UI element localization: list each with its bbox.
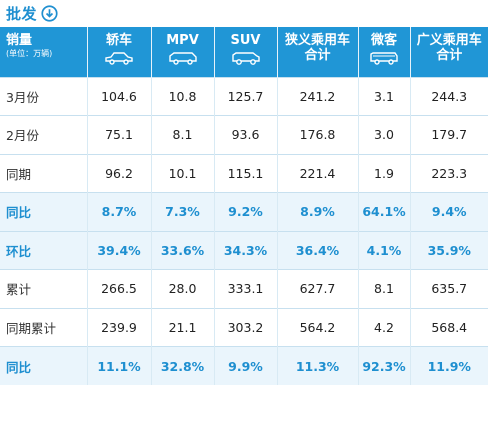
table-cell: 8.7% [87, 192, 152, 231]
table-cell: 9.4% [410, 192, 488, 231]
table-cell: 4.2 [358, 307, 411, 347]
download-icon[interactable] [41, 4, 58, 22]
table-header-row: 销量 (单位：万辆) 轿车 MPV SUV [0, 27, 488, 77]
column-header-suv: SUV [214, 27, 278, 77]
table-cell: 635.7 [410, 269, 488, 308]
table-cell: 303.2 [214, 307, 278, 347]
column-header-sales: 销量 (单位：万辆) [0, 27, 88, 77]
row-label: 累计 [0, 269, 88, 308]
column-header-label: 广义乘用车 [416, 33, 482, 48]
table-cell: 568.4 [410, 307, 488, 347]
row-label: 环比 [0, 230, 88, 270]
table-cell: 3.1 [358, 76, 411, 116]
table-cell: 564.2 [277, 307, 359, 347]
column-header-label: 销量 [6, 33, 33, 48]
section-header: 批发 [0, 0, 488, 26]
sedan-icon [105, 52, 133, 65]
table-row: 2月份 75.1 8.1 93.6 176.8 3.0 179.7 [0, 115, 488, 154]
table-cell: 221.4 [277, 153, 359, 193]
table-cell: 223.3 [410, 153, 488, 193]
column-header-label: 狭义乘用车 [284, 33, 350, 48]
table-cell: 34.3% [214, 230, 278, 270]
table-cell: 239.9 [87, 307, 152, 347]
column-header-label-2: 合计 [436, 48, 463, 63]
table-cell: 125.7 [214, 76, 278, 116]
table-cell: 9.2% [214, 192, 278, 231]
row-label: 同期 [0, 153, 88, 193]
table-cell: 8.1 [358, 269, 411, 308]
table-cell: 266.5 [87, 269, 152, 308]
table-cell: 11.9% [410, 346, 488, 385]
table-cell: 33.6% [151, 230, 215, 270]
table-cell: 241.2 [277, 76, 359, 116]
table-cell: 39.4% [87, 230, 152, 270]
table-row-mom: 环比 39.4% 33.6% 34.3% 36.4% 4.1% 35.9% [0, 230, 488, 270]
table-row: 同期累计 239.9 21.1 303.2 564.2 4.2 568.4 [0, 307, 488, 347]
table-cell: 7.3% [151, 192, 215, 231]
mpv-icon [168, 52, 197, 65]
table-cell: 1.9 [358, 153, 411, 193]
column-header-broad-passenger: 广义乘用车 合计 [410, 27, 488, 77]
table-cell: 9.9% [214, 346, 278, 385]
table-cell: 8.9% [277, 192, 359, 231]
table-row: 累计 266.5 28.0 333.1 627.7 8.1 635.7 [0, 269, 488, 308]
table-cell: 96.2 [87, 153, 152, 193]
column-header-sedan: 轿车 [87, 27, 152, 77]
row-label: 同期累计 [0, 307, 88, 347]
table-cell: 35.9% [410, 230, 488, 270]
row-label: 2月份 [0, 115, 88, 154]
table-row: 3月份 104.6 10.8 125.7 241.2 3.1 244.3 [0, 76, 488, 116]
table-cell: 3.0 [358, 115, 411, 154]
table-cell: 627.7 [277, 269, 359, 308]
table-cell: 36.4% [277, 230, 359, 270]
minivan-icon [370, 52, 398, 65]
column-header-narrow-passenger: 狭义乘用车 合计 [277, 27, 359, 77]
table-cell: 115.1 [214, 153, 278, 193]
table-cell: 176.8 [277, 115, 359, 154]
table-row-cumulative-yoy: 同比 11.1% 32.8% 9.9% 11.3% 92.3% 11.9% [0, 346, 488, 385]
table-row-yoy: 同比 8.7% 7.3% 9.2% 8.9% 64.1% 9.4% [0, 192, 488, 231]
table-cell: 8.1 [151, 115, 215, 154]
table-cell: 21.1 [151, 307, 215, 347]
column-header-label-2: 合计 [304, 48, 331, 63]
column-header-label: SUV [230, 33, 261, 48]
table-cell: 92.3% [358, 346, 411, 385]
table-cell: 64.1% [358, 192, 411, 231]
table-cell: 11.3% [277, 346, 359, 385]
row-label: 同比 [0, 192, 88, 231]
section-title: 批发 [6, 4, 38, 23]
column-header-label: 轿车 [105, 33, 132, 48]
column-header-label: MPV [166, 33, 199, 48]
table-cell: 244.3 [410, 76, 488, 116]
row-label: 3月份 [0, 76, 88, 116]
table-cell: 75.1 [87, 115, 152, 154]
table-cell: 28.0 [151, 269, 215, 308]
unit-label: (单位：万辆) [6, 49, 53, 58]
table-cell: 32.8% [151, 346, 215, 385]
table-cell: 10.8 [151, 76, 215, 116]
table-cell: 333.1 [214, 269, 278, 308]
sales-table: 销量 (单位：万辆) 轿车 MPV SUV [0, 27, 488, 385]
table-cell: 10.1 [151, 153, 215, 193]
table-cell: 11.1% [87, 346, 152, 385]
row-label: 同比 [0, 346, 88, 385]
column-header-mpv: MPV [151, 27, 215, 77]
table-cell: 4.1% [358, 230, 411, 270]
suv-icon [231, 52, 260, 65]
column-header-minivan: 微客 [358, 27, 411, 77]
table-cell: 93.6 [214, 115, 278, 154]
column-header-label: 微客 [370, 33, 397, 48]
table-cell: 104.6 [87, 76, 152, 116]
table-cell: 179.7 [410, 115, 488, 154]
table-row: 同期 96.2 10.1 115.1 221.4 1.9 223.3 [0, 153, 488, 193]
